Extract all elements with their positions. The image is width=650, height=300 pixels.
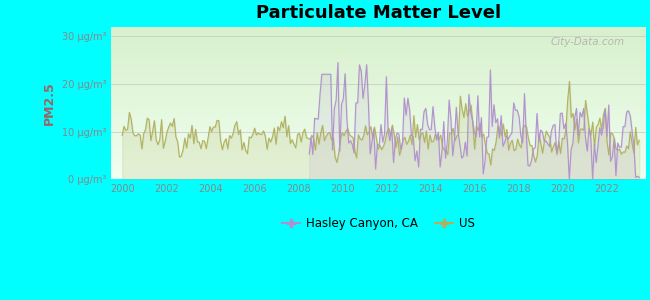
Y-axis label: PM2.5: PM2.5 (43, 81, 56, 125)
Title: Particulate Matter Level: Particulate Matter Level (256, 4, 501, 22)
Text: City-Data.com: City-Data.com (551, 37, 625, 47)
Legend: Hasley Canyon, CA, US: Hasley Canyon, CA, US (278, 212, 480, 235)
